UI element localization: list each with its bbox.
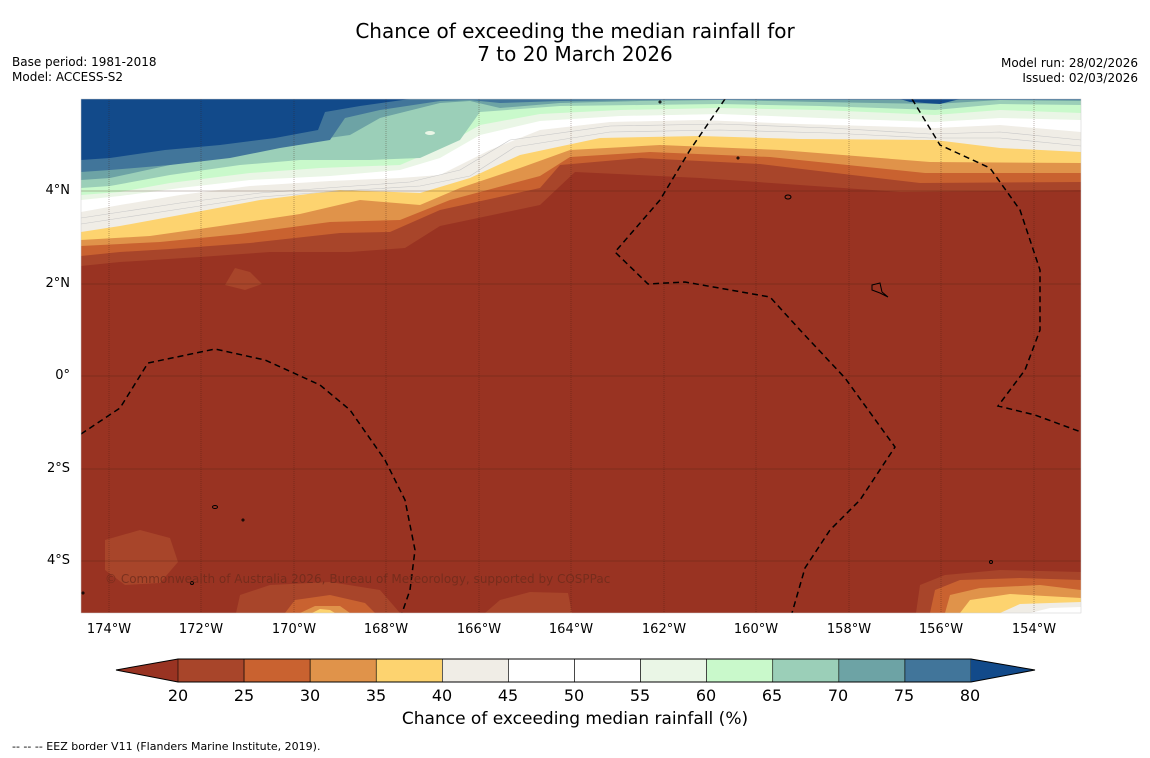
colorbar-segment (574, 658, 641, 683)
lon-label-170W: 170°W (271, 622, 317, 637)
colorbar-tick-45: 45 (497, 686, 519, 705)
band-75-80 (81, 99, 1081, 172)
lon-label-162W: 162°W (641, 622, 687, 637)
lon-label-160W: 160°W (733, 622, 779, 637)
lon-label-158W: 158°W (826, 622, 872, 637)
issued-label: Issued: 02/03/2026 (1022, 71, 1138, 85)
lat-label-4S: 4°S (46, 553, 70, 568)
band-over-80 (81, 99, 410, 160)
eez-borders (81, 99, 1081, 613)
colorbar-segment (640, 658, 707, 683)
lon-label-168W: 168°W (363, 622, 409, 637)
colorbar-tick-70: 70 (827, 686, 849, 705)
model-label: Model: ACCESS-S2 (12, 70, 124, 84)
meridians (108, 99, 1035, 613)
lon-label-172W: 172°W (178, 622, 224, 637)
colorbar (115, 658, 1036, 683)
south-band-35-40 (312, 609, 335, 613)
colorbar-segment (904, 658, 972, 683)
colorbar-segment (309, 658, 377, 683)
lat-label-4N: 4°N (45, 183, 71, 198)
chart-title-line-2: 7 to 20 March 2026 (477, 42, 673, 66)
band-over-80-east (900, 99, 960, 104)
copyright-notice: © Commonwealth of Australia 2026, Bureau… (105, 572, 611, 586)
colorbar-tick-55: 55 (629, 686, 651, 705)
contour-lines (81, 123, 1081, 225)
colorbar-segment (442, 658, 509, 683)
chart-title-line-1: Chance of exceeding the median rainfall … (355, 19, 795, 43)
colorbar-outline (115, 658, 1036, 683)
graticule (81, 190, 1081, 562)
colorbar-tick-40: 40 (431, 686, 453, 705)
colorbar-over-arrow (971, 659, 1035, 682)
colorbar-tick-80: 80 (959, 686, 981, 705)
island-of-high-value (425, 131, 435, 135)
se-band-45-55 (1030, 607, 1081, 613)
colorbar-tick-20: 20 (167, 686, 189, 705)
model-run-label: Model run: 28/02/2026 (1000, 56, 1138, 70)
lon-label-154W: 154°W (1011, 622, 1057, 637)
west-patch (105, 530, 178, 585)
colorbar-tick-50: 50 (563, 686, 585, 705)
colorbar-under-arrow (116, 659, 178, 682)
lat-label-0: 0° (55, 368, 70, 383)
north-patch (225, 268, 262, 290)
colorbar-segment (838, 658, 906, 683)
colorbar-tick-60: 60 (695, 686, 717, 705)
lat-label-2S: 2°S (46, 461, 70, 476)
colorbar-segment (243, 658, 311, 683)
base-period-label: Base period: 1981-2018 (12, 55, 157, 69)
map-frame (80, 98, 1082, 614)
colorbar-segments (177, 658, 972, 683)
eez-footnote: -- -- -- EEZ border V11 (Flanders Marine… (12, 740, 321, 753)
lon-label-164W: 164°W (548, 622, 594, 637)
colorbar-tick-35: 35 (365, 686, 387, 705)
lon-label-166W: 166°W (456, 622, 502, 637)
colorbar-segment (772, 658, 840, 683)
colorbar-segment (508, 658, 575, 683)
colorbar-title: Chance of exceeding median rainfall (%) (401, 709, 749, 729)
lon-label-156W: 156°W (918, 622, 964, 637)
lat-label-2N: 2°N (45, 276, 71, 291)
colorbar-tick-75: 75 (893, 686, 915, 705)
islands (81, 100, 993, 595)
colorbar-tick-65: 65 (761, 686, 783, 705)
colorbar-segment (706, 658, 774, 683)
south-patch-2 (485, 592, 572, 613)
south-band-25-30 (285, 595, 375, 613)
colorbar-tick-30: 30 (299, 686, 321, 705)
lon-label-174W: 174°W (86, 622, 132, 637)
colorbar-segment (375, 658, 443, 683)
colorbar-segment (177, 658, 245, 683)
colorbar-tick-25: 25 (233, 686, 255, 705)
